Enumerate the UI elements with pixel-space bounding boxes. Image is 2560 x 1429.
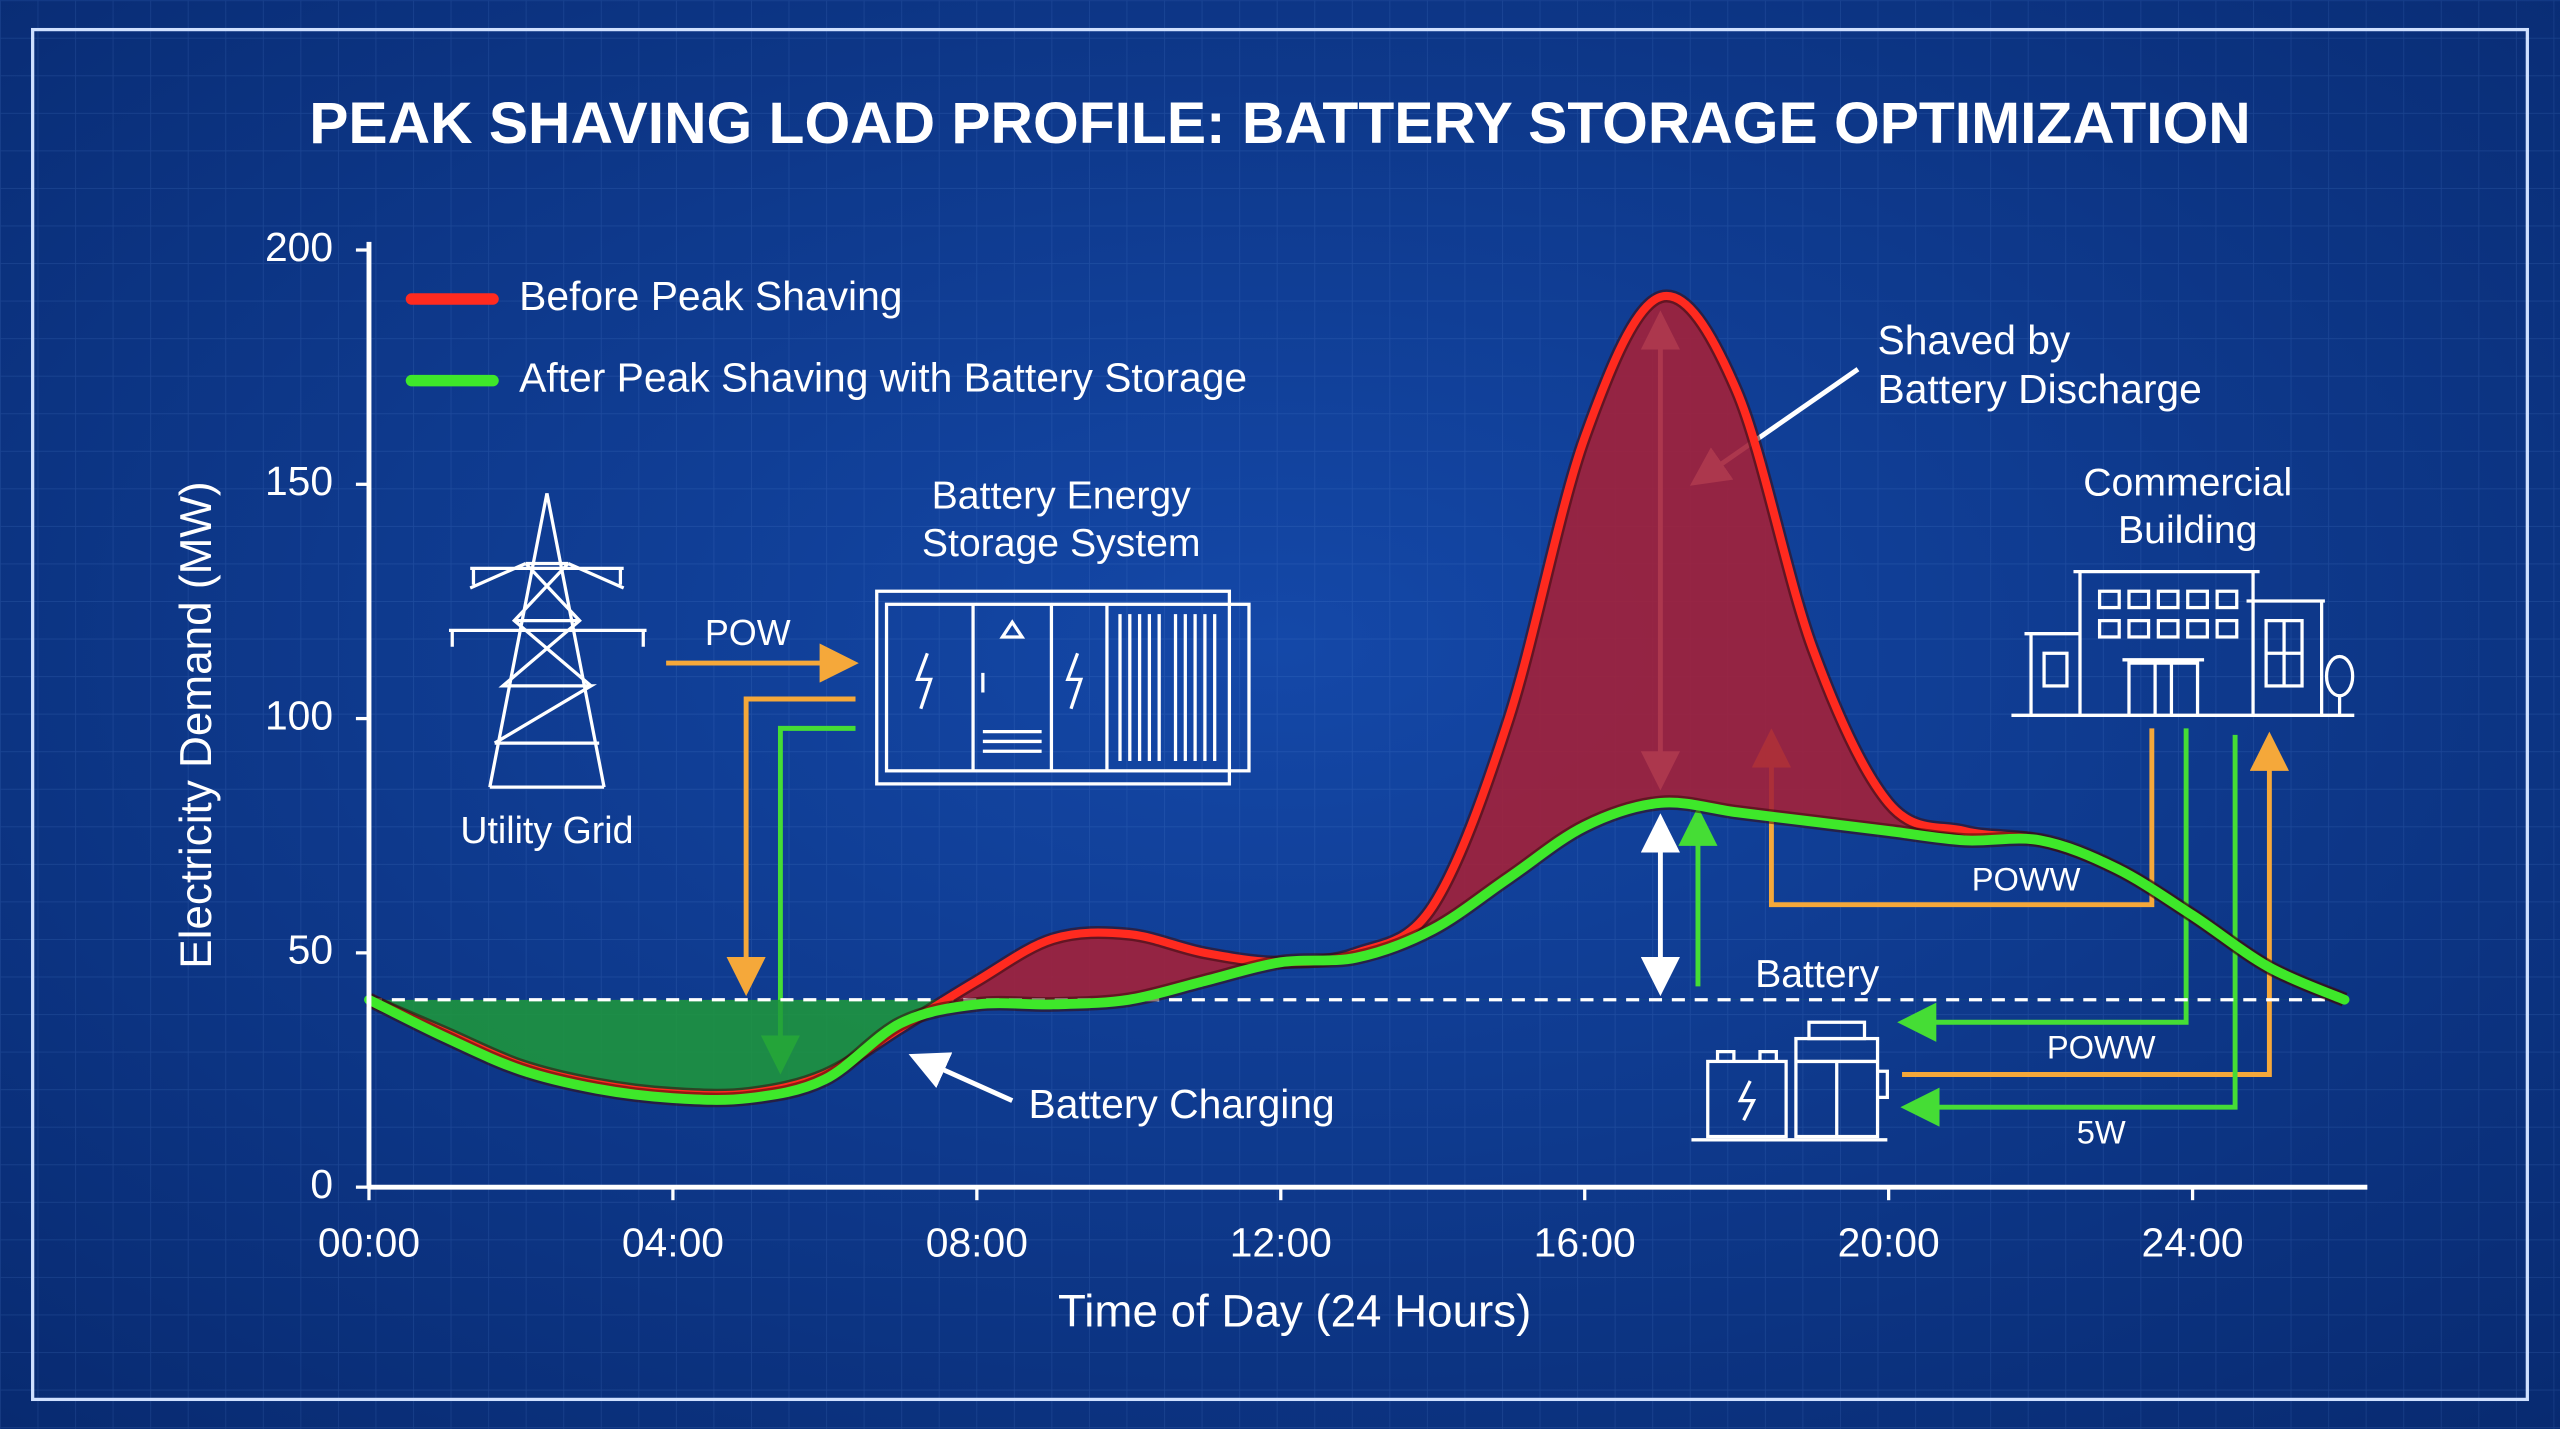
annotation: Storage System: [922, 522, 1201, 565]
legend-label: Before Peak Shaving: [519, 273, 902, 319]
y-tick-label: 50: [288, 927, 333, 973]
y-tick-label: 0: [310, 1161, 333, 1207]
annotation: 5W: [2077, 1114, 2126, 1151]
annotation: Utility Grid: [460, 809, 633, 851]
y-tick-label: 100: [265, 692, 333, 738]
x-tick-label: 12:00: [1230, 1220, 1332, 1266]
plot-area: [364, 289, 2352, 1108]
annotation: Commercial: [2083, 461, 2292, 504]
y-axis-label: Electricity Demand (MW): [172, 481, 221, 968]
x-axis-label: Time of Day (24 Hours): [1058, 1286, 1531, 1337]
annotation: Battery Discharge: [1878, 366, 2202, 412]
y-tick-label: 200: [265, 224, 333, 270]
bess-icon: [875, 589, 1251, 786]
x-tick-label: 20:00: [1838, 1220, 1940, 1266]
battery-icon: [1691, 1020, 1889, 1142]
tower-icon: [448, 492, 647, 789]
annotation: Shaved by: [1878, 317, 2071, 363]
annotation: Building: [2118, 509, 2257, 552]
y-tick-label: 150: [265, 458, 333, 504]
x-tick-label: 16:00: [1534, 1220, 1636, 1266]
x-tick-label: 04:00: [622, 1220, 724, 1266]
x-tick-label: 00:00: [318, 1220, 420, 1266]
line: [364, 797, 2350, 1105]
annotation: Battery: [1755, 953, 1880, 996]
legend-label: After Peak Shaving with Battery Storage: [519, 354, 1247, 400]
x-tick-label: 08:00: [926, 1220, 1028, 1266]
annotation: Battery Charging: [1029, 1081, 1335, 1127]
annotation: POWW: [1972, 860, 2081, 897]
frame: [31, 27, 2529, 1402]
annotation: POW: [705, 612, 791, 653]
building-icon: [2011, 570, 2355, 717]
annotation: POWW: [2047, 1029, 2156, 1066]
x-tick-label: 24:00: [2142, 1220, 2244, 1266]
annotation: Battery Energy: [932, 475, 1192, 518]
chart-title: PEAK SHAVING LOAD PROFILE: BATTERY STORA…: [309, 91, 2251, 156]
